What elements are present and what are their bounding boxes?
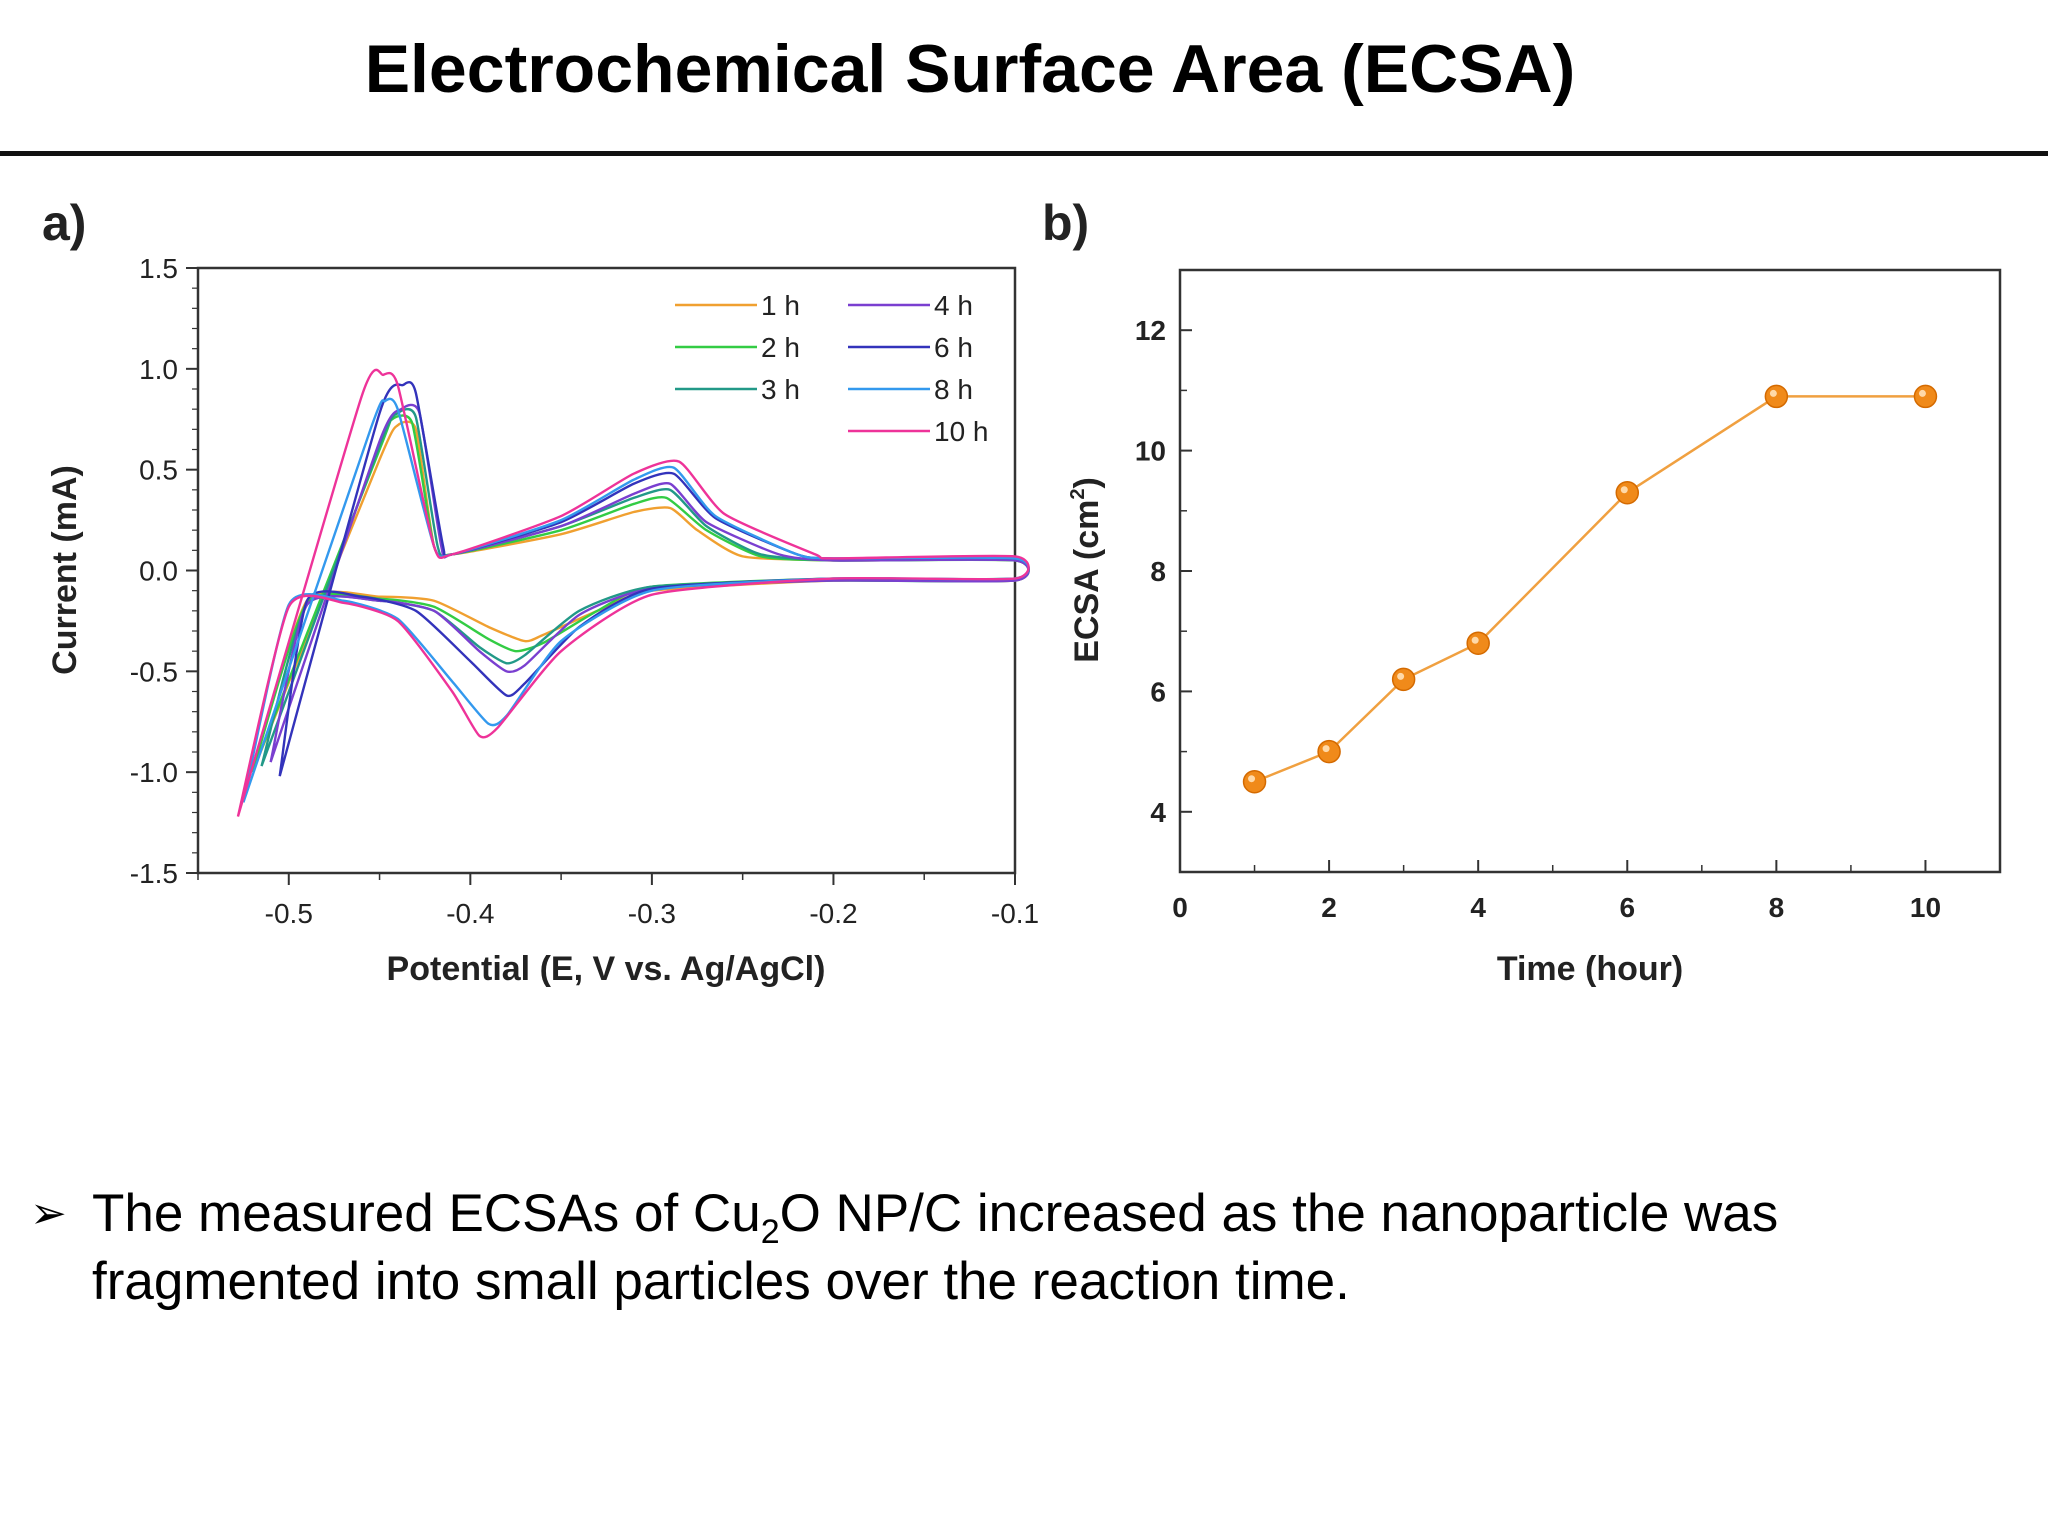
ecsa-point [1242,769,1267,794]
ecsa-point-highlight [1397,672,1405,680]
ecsa-point [1391,667,1416,692]
x-tick-label: 4 [1470,892,1486,923]
cv-curve-3h [260,407,1030,767]
chart-b-frame [1178,268,2002,874]
x-tick-label: -0.3 [628,898,676,929]
x-tick-label: -0.1 [991,898,1039,929]
y-tick-label: -1.5 [130,858,178,889]
x-tick-label: 8 [1769,892,1785,923]
cv-curve-8h [242,397,1030,803]
title-divider [0,151,2048,156]
chart-b-xlabel: Time (hour) [1497,950,1683,988]
y-tick-label: 0.5 [139,455,178,486]
ecsa-point [1764,384,1789,409]
x-tick-label: -0.2 [809,898,857,929]
panel-b-label: b) [1042,195,1089,251]
chart-b-ticks: 0 2 4 6 8 10 4 6 8 10 12 [1135,315,2001,923]
panel-a: a) -0.5 -0.4 -0.3 -0.2 -0.11.51.00.50.0-0.5-… [42,195,1039,988]
slide-title: Electrochemical Surface Area (ECSA) [364,31,1576,107]
x-tick-label: 2 [1321,892,1337,923]
y-tick-label: 6 [1150,676,1166,707]
y-tick-label: 8 [1150,556,1166,587]
chart-a-series [236,368,1030,817]
chart-b-ylabel: ECSA (cm2) [1067,477,1106,663]
legend-label: 2 h [761,332,800,363]
chart-a-frame [196,266,1017,875]
ecsa-point [1466,631,1490,655]
bullet-subscript: 2 [760,1213,780,1251]
x-tick-label: 10 [1910,892,1941,923]
legend-label: 8 h [934,374,973,405]
chart-b-ylabel-superscript: 2 [1067,489,1089,500]
cv-curve-4h [269,403,1030,763]
ecsa-point-highlight [1918,389,1926,397]
chart-a-legend: 1 h 2 h 3 h 4 h 6 h 8 h 10 h [675,290,989,447]
y-tick-label: 1.0 [139,354,178,385]
x-tick-label: -0.5 [265,898,313,929]
panel-a-label: a) [42,195,86,251]
chart-b-series [1242,384,1938,794]
bullet-text-end: O NP/C increased as the nanoparticle was… [92,1184,1779,1311]
legend-label: 4 h [934,290,973,321]
ecsa-point-highlight [1248,775,1256,783]
ecsa-point-highlight [1620,486,1628,494]
bullet-text: The measured ECSAs of Cu2O NP/C increase… [92,1180,1992,1316]
y-tick-label: 1.5 [139,253,178,284]
ecsa-point [1317,739,1341,764]
ecsa-point-highlight [1471,636,1479,644]
x-tick-label: 0 [1172,892,1188,923]
chart-a-xlabel: Potential (E, V vs. Ag/AgCl) [387,950,826,988]
chart-a-ylabel: Current (mA) [46,465,84,675]
ecsa-point [1913,384,1938,409]
y-tick-label: 4 [1150,797,1166,828]
ecsa-point-highlight [1322,745,1330,753]
y-tick-label: 0.0 [139,556,178,587]
bullet-arrow-icon: ➢ [30,1188,67,1239]
figure: a) -0.5 -0.4 -0.3 -0.2 -0.11.51.00.50.0-0.5-… [42,195,2002,988]
legend-label: 10 h [934,416,989,447]
x-tick-label: 6 [1619,892,1635,923]
legend-label: 1 h [761,290,800,321]
bullet-text-start: The measured ECSAs of Cu [92,1184,761,1243]
cv-curve-10h [236,368,1030,817]
y-tick-label: -0.5 [130,656,178,687]
x-tick-label: -0.4 [446,898,494,929]
ecsa-line [1254,395,1926,783]
y-tick-label: 10 [1135,436,1166,467]
chart-a-ticks: -0.5 -0.4 -0.3 -0.2 -0.1 1.5 1.0 0.5 0.0 -0.5 -1.0… [130,253,1039,929]
legend-label: 6 h [934,332,973,363]
y-tick-label: 12 [1135,315,1166,346]
ecsa-point [1615,480,1640,505]
ecsa-point-highlight [1769,389,1777,397]
chart-b-ylabel-suffix: ) [1068,477,1106,488]
chart-b-ylabel-text: ECSA (cm [1068,500,1106,663]
legend-label: 3 h [761,374,800,405]
y-tick-label: -1.0 [130,757,178,788]
